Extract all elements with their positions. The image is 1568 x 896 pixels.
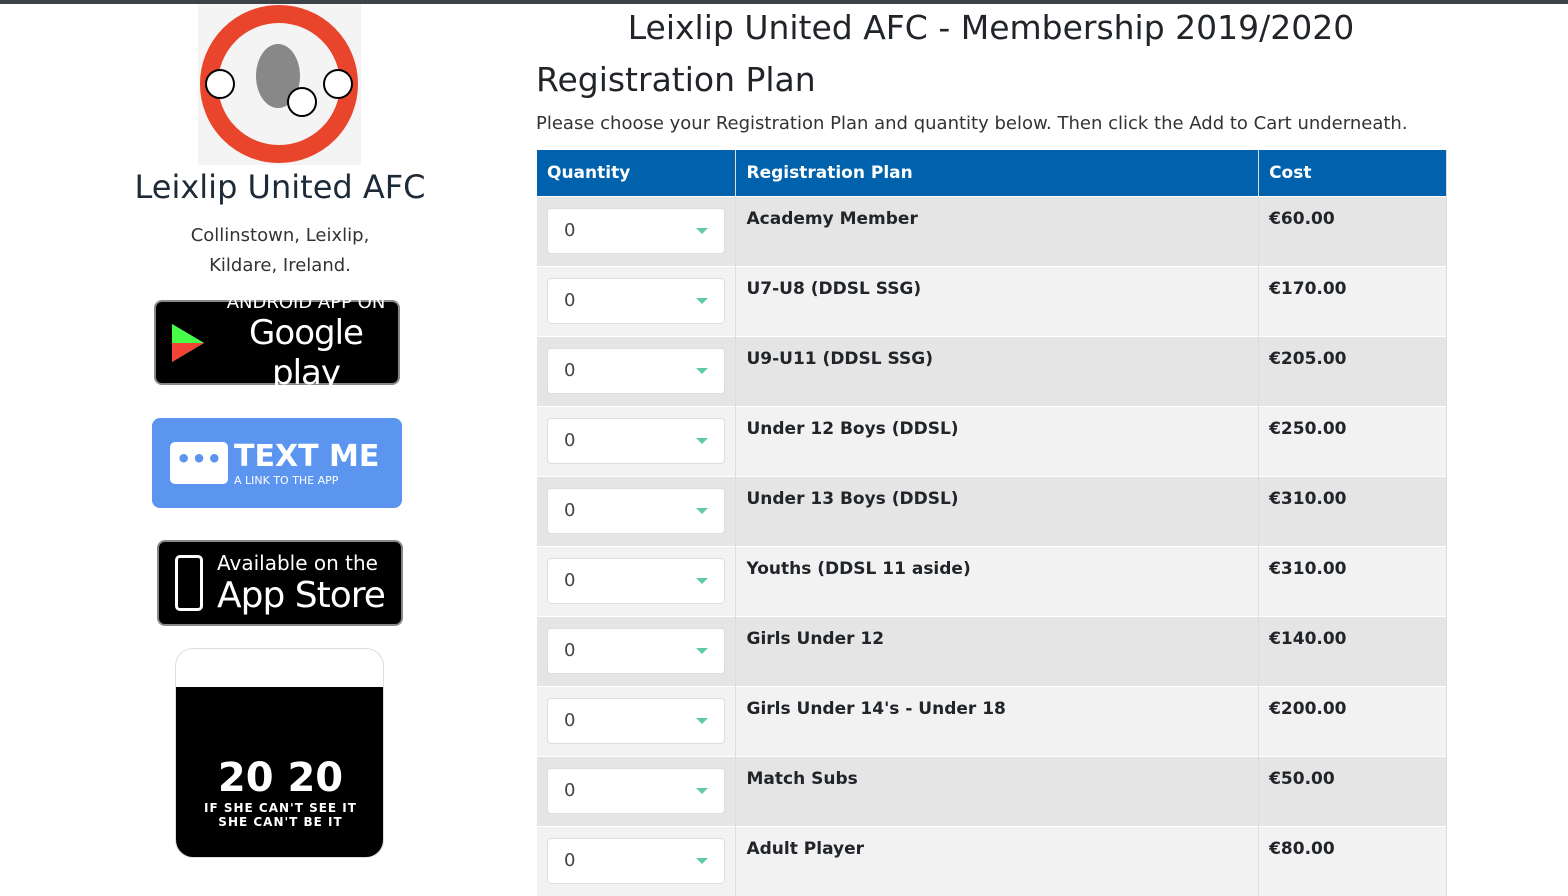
table-row: 0 U7-U8 (DDSL SSG) €170.00: [537, 265, 1447, 336]
plan-cost: €60.00: [1258, 195, 1447, 266]
table-row: 0 Under 13 Boys (DDSL) €310.00: [537, 475, 1447, 546]
plan-name: U9-U11 (DDSL SSG): [735, 335, 1260, 406]
quantity-cell: 0: [537, 825, 737, 896]
quantity-value: 0: [564, 430, 576, 451]
plan-name: Match Subs: [735, 755, 1260, 826]
plan-name: Girls Under 14's - Under 18: [735, 685, 1260, 756]
plan-cost: €170.00: [1258, 265, 1447, 336]
chevron-down-icon: [696, 577, 708, 584]
address-line: Collinstown, Leixlip,: [190, 225, 370, 246]
promo-year: 20 20: [217, 755, 344, 801]
quantity-select[interactable]: 0: [547, 207, 725, 254]
badge-top: Available on the: [217, 550, 378, 575]
table-row: 0 Academy Member €60.00: [537, 195, 1447, 266]
intro-text: Please choose your Registration Plan and…: [536, 113, 1408, 134]
quantity-cell: 0: [537, 545, 737, 616]
chat-icon: •••: [170, 442, 228, 484]
table-row: 0 Adult Player €80.00: [537, 825, 1447, 896]
plan-cost: €310.00: [1258, 475, 1447, 546]
header-plan: Registration Plan: [735, 150, 1260, 196]
quantity-select[interactable]: 0: [547, 487, 725, 534]
quantity-value: 0: [564, 500, 576, 521]
quantity-cell: 0: [537, 615, 737, 686]
address-line: Kildare, Ireland.: [209, 255, 351, 276]
plan-name: Girls Under 12: [735, 615, 1260, 686]
quantity-select[interactable]: 0: [547, 557, 725, 604]
promo-line: IF SHE CAN'T SEE IT: [204, 801, 357, 815]
top-bar: [0, 0, 1568, 4]
quantity-cell: 0: [537, 265, 737, 336]
header-cost: Cost: [1258, 150, 1447, 196]
chevron-down-icon: [696, 717, 708, 724]
quantity-cell: 0: [537, 335, 737, 406]
table-row: 0 Youths (DDSL 11 aside) €310.00: [537, 545, 1447, 616]
quantity-value: 0: [564, 850, 576, 871]
quantity-value: 0: [564, 780, 576, 801]
section-title: Registration Plan: [536, 60, 816, 99]
badge-top: TEXT ME: [234, 439, 380, 474]
plan-name: U7-U8 (DDSL SSG): [735, 265, 1260, 336]
chevron-down-icon: [696, 787, 708, 794]
table-row: 0 Girls Under 12 €140.00: [537, 615, 1447, 686]
table-row: 0 Match Subs €50.00: [537, 755, 1447, 826]
chevron-down-icon: [696, 227, 708, 234]
registration-table: Quantity Registration Plan Cost 0 Academy M…: [537, 150, 1447, 896]
badge-bottom: App Store: [217, 574, 386, 616]
badge-top: ANDROID APP ON: [226, 292, 386, 313]
chevron-down-icon: [696, 437, 708, 444]
plan-cost: €140.00: [1258, 615, 1447, 686]
quantity-select[interactable]: 0: [547, 697, 725, 744]
quantity-select[interactable]: 0: [547, 417, 725, 464]
plan-cost: €50.00: [1258, 755, 1447, 826]
quantity-cell: 0: [537, 195, 737, 266]
quantity-value: 0: [564, 640, 576, 661]
plan-cost: €250.00: [1258, 405, 1447, 476]
quantity-select[interactable]: 0: [547, 627, 725, 674]
club-name: Leixlip United AFC: [134, 168, 426, 206]
chevron-down-icon: [696, 647, 708, 654]
badge-bottom: A LINK TO THE APP: [234, 474, 339, 487]
app-store-badge[interactable]: Available on the App Store: [157, 540, 403, 626]
chevron-down-icon: [696, 297, 708, 304]
phone-icon: [175, 555, 203, 611]
quantity-select[interactable]: 0: [547, 837, 725, 884]
plan-name: Academy Member: [735, 195, 1260, 266]
play-icon: [172, 323, 204, 362]
quantity-cell: 0: [537, 405, 737, 476]
table-row: 0 U9-U11 (DDSL SSG) €205.00: [537, 335, 1447, 406]
google-play-badge[interactable]: ANDROID APP ON Google play: [154, 292, 400, 393]
club-address: Collinstown, Leixlip, Kildare, Ireland.: [130, 221, 430, 281]
page-title: Leixlip United AFC - Membership 2019/202…: [627, 8, 1355, 47]
table-row: 0 Under 12 Boys (DDSL) €250.00: [537, 405, 1447, 476]
quantity-select[interactable]: 0: [547, 347, 725, 394]
chevron-down-icon: [696, 857, 708, 864]
chevron-down-icon: [696, 507, 708, 514]
plan-cost: €80.00: [1258, 825, 1447, 896]
plan-name: Youths (DDSL 11 aside): [735, 545, 1260, 616]
plan-cost: €310.00: [1258, 545, 1447, 616]
quantity-select[interactable]: 0: [547, 767, 725, 814]
quantity-value: 0: [564, 570, 576, 591]
quantity-value: 0: [564, 710, 576, 731]
club-logo: [198, 4, 361, 165]
badge-bottom: Google play: [249, 313, 364, 393]
quantity-cell: 0: [537, 755, 737, 826]
quantity-value: 0: [564, 220, 576, 241]
header-quantity: Quantity: [537, 150, 737, 196]
quantity-value: 0: [564, 360, 576, 381]
plan-cost: €200.00: [1258, 685, 1447, 756]
table-row: 0 Girls Under 14's - Under 18 €200.00: [537, 685, 1447, 756]
promo-line: SHE CAN'T BE IT: [218, 815, 343, 829]
quantity-select[interactable]: 0: [547, 277, 725, 324]
text-me-button[interactable]: ••• TEXT ME A LINK TO THE APP: [152, 418, 402, 508]
chevron-down-icon: [696, 367, 708, 374]
quantity-value: 0: [564, 290, 576, 311]
plan-name: Adult Player: [735, 825, 1260, 896]
plan-name: Under 12 Boys (DDSL): [735, 405, 1260, 476]
plan-cost: €205.00: [1258, 335, 1447, 406]
promo-phone: 20 20 IF SHE CAN'T SEE IT SHE CAN'T BE I…: [175, 648, 384, 858]
quantity-cell: 0: [537, 475, 737, 546]
quantity-cell: 0: [537, 685, 737, 756]
plan-name: Under 13 Boys (DDSL): [735, 475, 1260, 546]
